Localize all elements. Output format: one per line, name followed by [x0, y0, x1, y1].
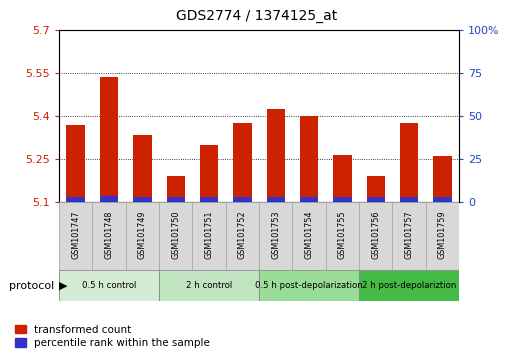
Bar — [92, 202, 126, 270]
Bar — [100, 196, 118, 202]
Bar — [333, 198, 351, 202]
Bar — [267, 109, 285, 202]
Bar — [167, 198, 185, 202]
Text: GSM101747: GSM101747 — [71, 211, 80, 259]
Text: GSM101753: GSM101753 — [271, 211, 280, 259]
Bar — [292, 202, 326, 270]
Bar — [392, 202, 426, 270]
Text: 0.5 h post-depolarization: 0.5 h post-depolarization — [255, 281, 363, 290]
Bar — [259, 202, 292, 270]
Bar — [326, 202, 359, 270]
Text: GSM101755: GSM101755 — [338, 211, 347, 259]
Bar — [59, 270, 159, 301]
Text: GSM101757: GSM101757 — [405, 211, 413, 259]
Text: ▶: ▶ — [58, 280, 67, 291]
Bar — [167, 176, 185, 202]
Bar — [159, 270, 259, 301]
Bar — [233, 123, 251, 202]
Bar — [159, 202, 192, 270]
Text: GSM101748: GSM101748 — [105, 211, 113, 259]
Bar — [259, 270, 359, 301]
Text: 2 h control: 2 h control — [186, 281, 232, 290]
Bar — [400, 198, 418, 202]
Bar — [367, 198, 385, 202]
Bar — [59, 202, 92, 270]
Bar — [367, 176, 385, 202]
Text: GSM101751: GSM101751 — [205, 211, 213, 259]
Bar — [267, 198, 285, 202]
Text: GSM101759: GSM101759 — [438, 211, 447, 259]
Bar — [300, 198, 318, 202]
Bar — [359, 270, 459, 301]
Bar — [359, 202, 392, 270]
Bar — [133, 198, 151, 202]
Bar — [67, 198, 85, 202]
Text: GSM101749: GSM101749 — [138, 211, 147, 259]
Text: GSM101752: GSM101752 — [238, 211, 247, 259]
Text: 2 h post-depolariztion: 2 h post-depolariztion — [362, 281, 456, 290]
Bar — [67, 125, 85, 202]
Bar — [126, 202, 159, 270]
Bar — [200, 144, 218, 202]
Bar — [433, 198, 451, 202]
Bar — [433, 156, 451, 202]
Bar — [426, 202, 459, 270]
Text: GDS2774 / 1374125_at: GDS2774 / 1374125_at — [176, 9, 337, 23]
Text: GSM101756: GSM101756 — [371, 211, 380, 259]
Bar — [233, 198, 251, 202]
Text: protocol: protocol — [9, 280, 54, 291]
Bar — [100, 77, 118, 202]
Text: 0.5 h control: 0.5 h control — [82, 281, 136, 290]
Bar — [200, 198, 218, 202]
Text: GSM101754: GSM101754 — [305, 211, 313, 259]
Legend: transformed count, percentile rank within the sample: transformed count, percentile rank withi… — [15, 325, 210, 348]
Bar — [333, 155, 351, 202]
Bar — [133, 135, 151, 202]
Bar — [400, 123, 418, 202]
Text: GSM101750: GSM101750 — [171, 211, 180, 259]
Bar — [192, 202, 226, 270]
Bar — [300, 116, 318, 202]
Bar — [226, 202, 259, 270]
